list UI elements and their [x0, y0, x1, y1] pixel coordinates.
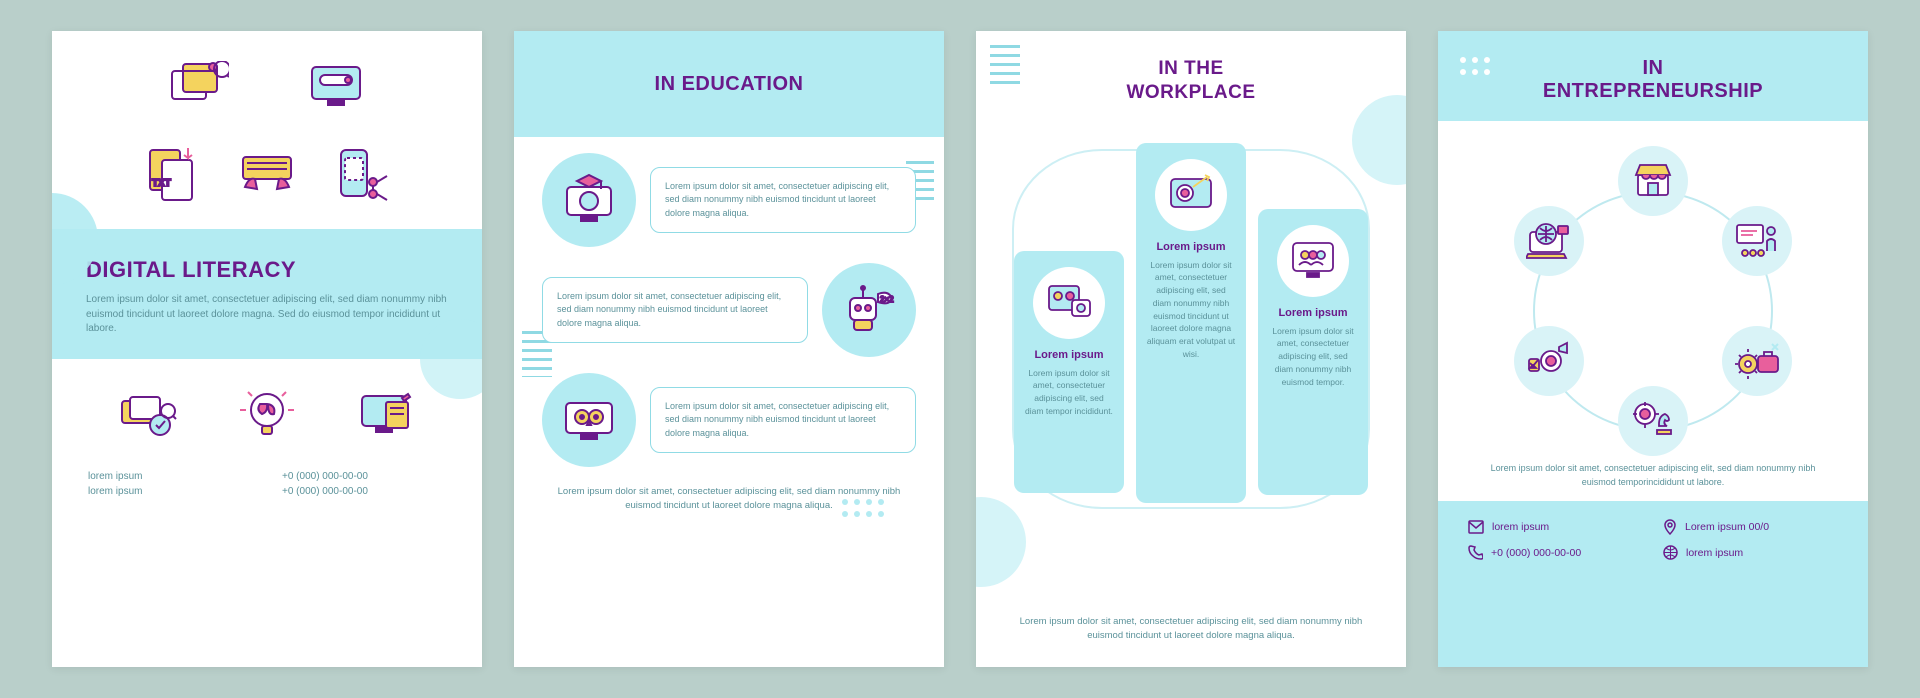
panel-education: IN EDUCATION Lorem ipsum dolor sit amet,… — [514, 31, 944, 667]
pin-icon — [1663, 519, 1677, 535]
contact-grid: lorem ipsum Lorem ipsum 00/0 +0 (000) 00… — [1438, 501, 1868, 560]
contact-text: lorem ipsum — [1686, 547, 1743, 559]
info-row: Lorem ipsum dolor sit amet, consectetuer… — [542, 373, 916, 467]
contact-web: lorem ipsum — [1663, 545, 1838, 560]
contact-address: Lorem ipsum 00/0 — [1663, 519, 1838, 535]
panel-title: IN THE WORKPLACE — [996, 57, 1386, 105]
megaphone-check-icon — [1514, 326, 1584, 396]
footer-label: lorem ipsum — [88, 486, 252, 497]
panel-header: IN THE WORKPLACE — [976, 31, 1406, 119]
mail-icon — [1468, 520, 1484, 534]
globe-icon — [1663, 545, 1678, 560]
svg-text:2×2: 2×2 — [880, 295, 894, 304]
footer-phone: +0 (000) 000-00-00 — [282, 471, 446, 482]
contact-email: lorem ipsum — [1468, 519, 1643, 535]
owl-monitor-icon — [542, 373, 636, 467]
column-text: Lorem ipsum dolor sit amet, consectetuer… — [1268, 325, 1358, 389]
contact-text: Lorem ipsum 00/0 — [1685, 521, 1769, 533]
panel-header: IN ENTREPRENEURSHIP — [1438, 31, 1868, 111]
global-laptop-icon — [1514, 206, 1584, 276]
footer-label: lorem ipsum — [88, 471, 252, 482]
monitor-note-icon — [354, 389, 418, 445]
grad-monitor-icon — [542, 153, 636, 247]
info-card: Lorem ipsum dolor sit amet, consectetuer… — [650, 387, 916, 454]
column-label: Lorem ipsum — [1278, 307, 1347, 319]
brain-bulb-icon — [235, 389, 299, 445]
info-column: Lorem ipsum Lorem ipsum dolor sit amet, … — [1136, 143, 1246, 503]
svg-text:TXT: TXT — [152, 178, 171, 189]
column-label: Lorem ipsum — [1156, 241, 1225, 253]
contact-phone: +0 (000) 000-00-00 — [1468, 545, 1643, 560]
deco-dots-icon — [1460, 57, 1490, 75]
panel-footer-text: Lorem ipsum dolor sit amet, consectetuer… — [976, 615, 1406, 644]
column-group: Lorem ipsum Lorem ipsum dolor sit amet, … — [976, 143, 1406, 503]
info-row: Lorem ipsum dolor sit amet, consectetuer… — [542, 153, 916, 247]
txt-file-icon: TXT — [141, 147, 205, 203]
panel-title: DIGITAL LITERACY — [86, 257, 448, 283]
target-dart-icon — [1155, 159, 1227, 231]
keyboard-hands-icon — [235, 147, 299, 203]
contact-text: lorem ipsum — [1492, 521, 1549, 533]
icon-grid-top — [52, 31, 482, 147]
browser-windows-icon — [167, 59, 231, 115]
panel-footer: lorem ipsum +0 (000) 000-00-00 lorem ips… — [52, 463, 482, 517]
gear-briefcase-icon — [1722, 326, 1792, 396]
deco-lines-icon — [990, 45, 1020, 85]
panel-workplace: IN THE WORKPLACE Lorem ipsum Lorem ipsum… — [976, 31, 1406, 667]
deco-dots-icon — [842, 499, 884, 517]
info-row: 2×2 Lorem ipsum dolor sit amet, consecte… — [542, 263, 916, 357]
chess-target-icon — [1618, 386, 1688, 456]
panel-digital-literacy: TXT DIGITAL LITERACY Lorem ipsum dolor s… — [52, 31, 482, 667]
panel-header: IN EDUCATION — [514, 31, 944, 137]
video-call-icon — [1033, 267, 1105, 339]
info-card: Lorem ipsum dolor sit amet, consectetuer… — [542, 277, 808, 344]
info-column: Lorem ipsum Lorem ipsum dolor sit amet, … — [1258, 209, 1368, 495]
panel-title: IN ENTREPRENEURSHIP — [1458, 57, 1848, 103]
presenter-icon — [1722, 206, 1792, 276]
deco-circle-icon — [976, 497, 1026, 587]
icon-row-bottom — [52, 359, 482, 463]
panel-desc: Lorem ipsum dolor sit amet, consectetuer… — [86, 293, 448, 337]
info-column: Lorem ipsum Lorem ipsum dolor sit amet, … — [1014, 251, 1124, 493]
phone-scissors-icon — [329, 147, 393, 203]
team-monitor-icon — [1277, 225, 1349, 297]
panel-desc: Lorem ipsum dolor sit amet, consectetuer… — [1438, 462, 1868, 489]
robot-math-icon: 2×2 — [822, 263, 916, 357]
contact-text: +0 (000) 000-00-00 — [1491, 547, 1581, 559]
monitor-search-icon — [304, 59, 368, 115]
column-text: Lorem ipsum dolor sit amet, consectetuer… — [1024, 367, 1114, 418]
folders-check-icon — [116, 389, 180, 445]
ring-diagram: Lorem ipsum dolor sit amet, consectetuer… — [1438, 121, 1868, 501]
column-label: Lorem ipsum — [1034, 349, 1103, 361]
title-block: DIGITAL LITERACY Lorem ipsum dolor sit a… — [52, 229, 482, 359]
phone-icon — [1468, 545, 1483, 560]
info-card: Lorem ipsum dolor sit amet, consectetuer… — [650, 167, 916, 234]
panel-title: IN EDUCATION — [655, 73, 804, 96]
footer-phone: +0 (000) 000-00-00 — [282, 486, 446, 497]
column-text: Lorem ipsum dolor sit amet, consectetuer… — [1146, 259, 1236, 361]
panel-entrepreneurship: IN ENTREPRENEURSHIP Lorem ipsum dolor si… — [1438, 31, 1868, 667]
storefront-icon — [1618, 146, 1688, 216]
icon-row-mid: TXT — [52, 147, 482, 211]
